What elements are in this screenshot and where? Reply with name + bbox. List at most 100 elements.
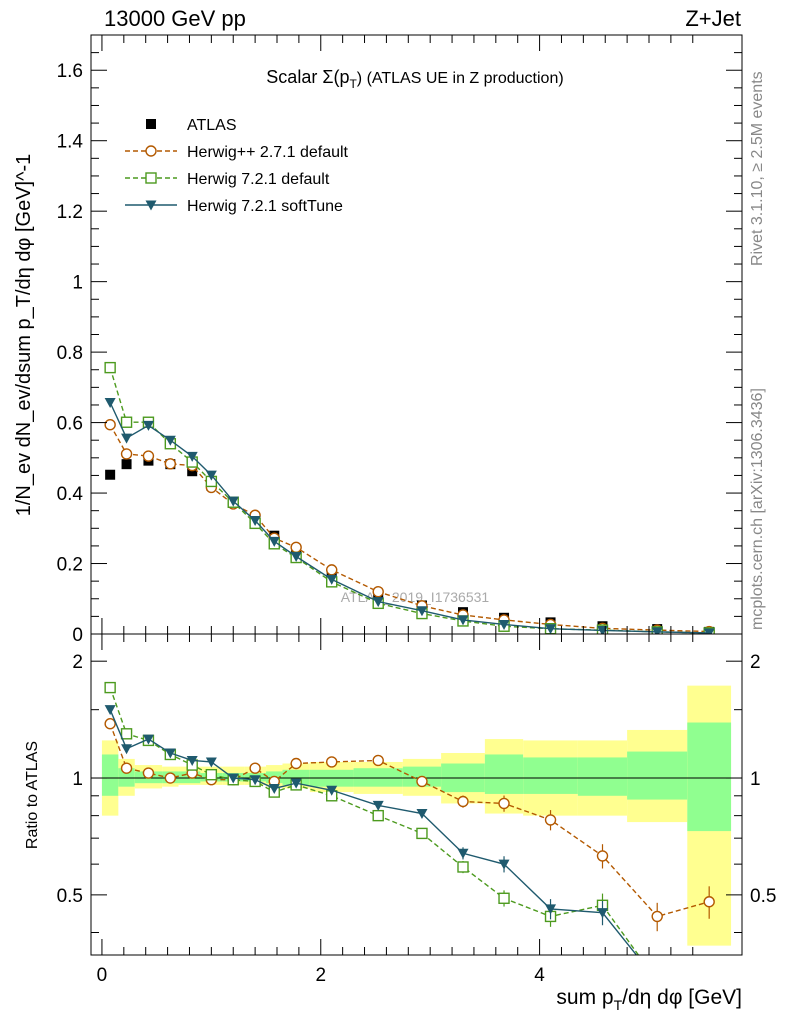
xtick-label: 0 bbox=[97, 965, 108, 986]
ratio-point bbox=[186, 755, 198, 766]
xlabel-b: /dη dφ [GeV] bbox=[622, 986, 742, 1009]
data-point bbox=[651, 627, 663, 634]
band-inner bbox=[484, 754, 524, 794]
ratio-point bbox=[164, 772, 177, 784]
data-point bbox=[205, 470, 217, 481]
header-right: Z+Jet bbox=[685, 6, 741, 31]
ratio-point bbox=[372, 809, 384, 822]
band-inner bbox=[101, 754, 119, 796]
main-ytick-label: 1.2 bbox=[57, 202, 83, 223]
ratio-point bbox=[544, 814, 557, 826]
data-point bbox=[164, 435, 176, 446]
band-inner bbox=[687, 722, 732, 832]
ratio-panel: 0.5 0.5 1 1 2 2 0 2 4 Ratio to ATLAS sum pT/dη d… bbox=[24, 633, 776, 1013]
legend-marker bbox=[146, 119, 156, 129]
ratio-point bbox=[545, 904, 557, 915]
ratio-point bbox=[372, 800, 384, 811]
ratio-point bbox=[205, 757, 217, 768]
xlabel-a: sum p bbox=[556, 986, 613, 1009]
data-point bbox=[268, 536, 280, 547]
data-point bbox=[121, 433, 133, 444]
band-inner bbox=[577, 757, 628, 796]
legend-label: ATLAS bbox=[187, 117, 237, 134]
ratio-point bbox=[249, 762, 261, 774]
ratio-point bbox=[597, 908, 608, 919]
ratio-series-herwig-7-2-1-default bbox=[104, 681, 662, 986]
legend-marker bbox=[145, 145, 157, 157]
ratio-point bbox=[651, 910, 663, 923]
xtick-label: 2 bbox=[315, 965, 326, 986]
ratio-point bbox=[104, 681, 116, 694]
data-point bbox=[104, 398, 116, 409]
data-point bbox=[142, 450, 155, 462]
data-point bbox=[372, 586, 384, 598]
ratio-ytick-label: 0.5 bbox=[57, 886, 83, 907]
ratio-ytick-label-right: 2 bbox=[750, 652, 761, 673]
main-ytick-label: 0.8 bbox=[57, 343, 83, 364]
legend: ATLAS Herwig++ 2.7.1 default Herwig 7.2.1 … bbox=[125, 117, 349, 215]
ratio-point bbox=[416, 775, 428, 788]
ratio-point bbox=[652, 976, 662, 986]
data-point bbox=[290, 541, 302, 554]
band-inner bbox=[118, 768, 135, 787]
main-ytick-label: 1 bbox=[72, 273, 83, 294]
ratio-point bbox=[268, 783, 280, 794]
ratio-point bbox=[703, 896, 715, 908]
series-herwig-7-2-1-softtune bbox=[104, 398, 715, 634]
band-inner bbox=[353, 768, 403, 787]
ratio-point bbox=[290, 757, 302, 770]
ratio-point bbox=[104, 718, 116, 730]
main-ytick-label: 0.4 bbox=[57, 484, 84, 505]
data-point bbox=[290, 551, 302, 562]
band-inner bbox=[627, 751, 688, 800]
data-point bbox=[372, 597, 384, 608]
data-point bbox=[249, 516, 261, 527]
ratio-point bbox=[142, 734, 154, 745]
legend-marker bbox=[145, 172, 157, 184]
ratio-point bbox=[164, 748, 176, 759]
main-title: Scalar Σ(pT) (ATLAS UE in Z production) bbox=[266, 67, 563, 91]
ratio-point bbox=[205, 768, 218, 781]
ratio-frame bbox=[90, 633, 743, 956]
xlabel: sum pT/dη dφ [GeV] bbox=[556, 986, 742, 1013]
data-point bbox=[104, 361, 116, 374]
ratio-point bbox=[457, 861, 469, 873]
ratio-series-herwig-7-2-1-softtune bbox=[104, 705, 663, 986]
data-point bbox=[120, 416, 133, 428]
ratio-point bbox=[120, 762, 133, 774]
data-point bbox=[164, 458, 177, 470]
main-ytick-label: 0.6 bbox=[57, 414, 83, 435]
xtick-label: 4 bbox=[534, 965, 545, 986]
ratio-point bbox=[372, 754, 384, 767]
mcplots-label: mcplots.cern.ch [arXiv:1306.3436] bbox=[749, 388, 766, 630]
main-ytick-label: 0.2 bbox=[57, 555, 83, 576]
ratio-ytick-label-right: 1 bbox=[750, 769, 761, 790]
band-inner bbox=[282, 769, 310, 785]
data-point bbox=[142, 420, 154, 431]
ratio-point bbox=[120, 728, 133, 740]
rivet-label: Rivet 3.1.10, ≥ 2.5M events bbox=[749, 71, 766, 266]
ratio-point bbox=[290, 778, 302, 789]
main-ytick-label: 1.6 bbox=[57, 61, 83, 82]
ratio-point bbox=[498, 859, 510, 870]
main-ytick-label: 0 bbox=[72, 625, 83, 646]
ratio-point bbox=[652, 976, 663, 986]
data-point bbox=[120, 448, 133, 460]
data-point bbox=[457, 615, 469, 626]
ratio-point bbox=[227, 773, 239, 784]
ratio-ytick-label-right: 0.5 bbox=[750, 886, 776, 907]
main-title-rest: ) (ATLAS UE in Z production) bbox=[357, 70, 564, 87]
main-panel: ATLAS_2019_I1736531 0 0.2 0.4 0.6 0.8 1 1.2 1.4… bbox=[13, 34, 743, 646]
data-point bbox=[326, 574, 338, 585]
ratio-point bbox=[326, 785, 338, 796]
ratio-line bbox=[109, 687, 640, 955]
data-point bbox=[121, 459, 132, 470]
legend-label: Herwig++ 2.7.1 default bbox=[187, 144, 349, 161]
ratio-point bbox=[457, 848, 469, 859]
ratio-ylabel: Ratio to ATLAS bbox=[24, 741, 41, 849]
ratio-point bbox=[326, 756, 338, 768]
main-ytick-label: 1.4 bbox=[57, 132, 84, 153]
header-left: 13000 GeV pp bbox=[104, 6, 246, 31]
data-point bbox=[186, 451, 198, 462]
